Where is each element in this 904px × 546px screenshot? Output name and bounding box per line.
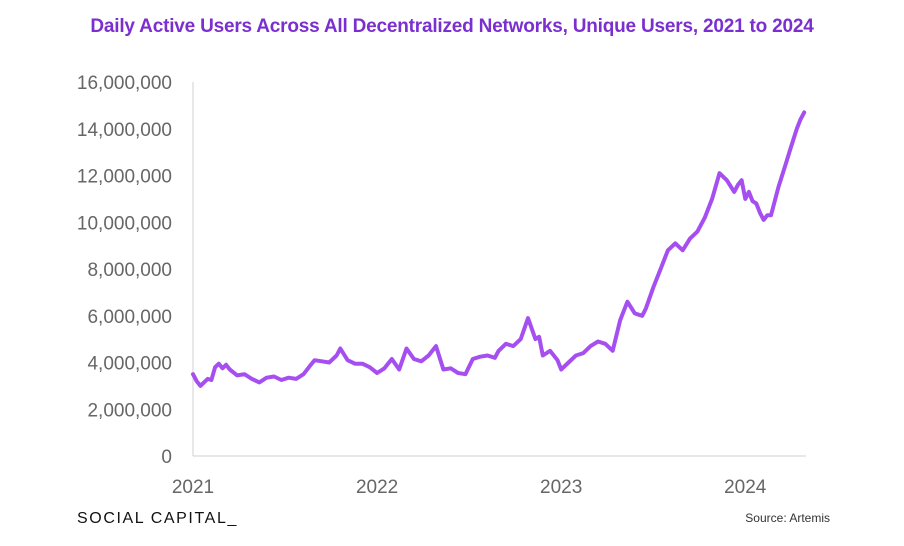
y-tick-label: 0 xyxy=(161,447,172,468)
chart-title: Daily Active Users Across All Decentrali… xyxy=(90,16,814,37)
series-layer xyxy=(191,110,807,388)
x-tick-label: 2022 xyxy=(356,477,398,498)
source-note: Source: Artemis xyxy=(745,511,830,525)
y-tick-label: 12,000,000 xyxy=(77,167,172,188)
y-tick-label: 4,000,000 xyxy=(87,354,172,375)
y-axis-ticks: 0 2,000,000 4,000,000 6,000,000 8,000,000 10,… xyxy=(77,73,172,468)
brand-logo-text: SOCIAL CAPITAL_ xyxy=(77,510,238,527)
y-tick-label: 2,000,000 xyxy=(87,400,172,421)
x-tick-label: 2024 xyxy=(724,477,767,498)
y-tick-label: 8,000,000 xyxy=(87,260,172,281)
series-line xyxy=(191,110,807,388)
x-tick-label: 2023 xyxy=(540,477,582,498)
y-tick-label: 6,000,000 xyxy=(87,307,172,328)
y-tick-label: 16,000,000 xyxy=(77,73,172,94)
x-axis-ticks: 2021 2022 2023 2024 xyxy=(172,477,767,498)
y-tick-label: 14,000,000 xyxy=(77,120,172,141)
x-tick-label: 2021 xyxy=(172,477,214,498)
y-tick-label: 10,000,000 xyxy=(77,213,172,234)
